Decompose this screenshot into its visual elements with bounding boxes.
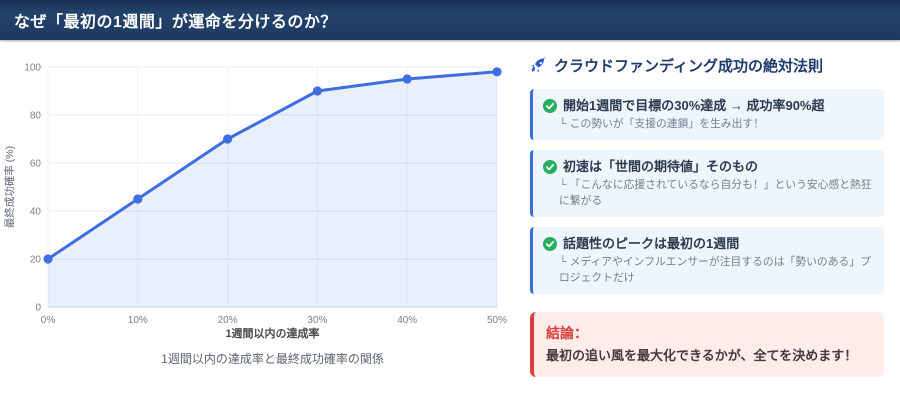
- header-bar: なぜ「最初の1週間」が運命を分けるのか？: [0, 0, 900, 40]
- svg-text:50%: 50%: [487, 315, 507, 326]
- rocket-icon: [530, 57, 547, 74]
- conclusion-box: 結論： 最初の追い風を最大化できるかが、全てを決めます！: [530, 312, 884, 377]
- success-rate-line-chart: 0 20 40 60 80 100 0% 10% 20% 30% 40% 50% 最終成功確率 (%): [3, 63, 507, 327]
- svg-text:30%: 30%: [307, 315, 327, 326]
- svg-text:100: 100: [24, 63, 41, 74]
- check-circle-icon: [543, 160, 557, 174]
- law-item-title: 話題性のピークは最初の1週間: [563, 236, 740, 251]
- check-circle-icon: [543, 237, 557, 251]
- law-item-title: 初速は「世間の期待値」そのもの: [563, 159, 759, 174]
- panel-title-row: クラウドファンディング成功の絶対法則: [530, 55, 884, 76]
- svg-text:60: 60: [30, 159, 42, 170]
- svg-text:80: 80: [30, 111, 42, 122]
- svg-text:0: 0: [35, 303, 41, 314]
- law-item-title: 開始1週間で目標の30%達成 → 成功率90%超: [563, 98, 825, 113]
- check-circle-icon: [543, 99, 557, 113]
- law-item-2: 初速は「世間の期待値」そのもの └ 「こんなに応援されているなら自分も！」という…: [530, 150, 884, 217]
- svg-text:20%: 20%: [218, 315, 238, 326]
- panel-title: クラウドファンディング成功の絶対法則: [554, 58, 823, 75]
- svg-text:40: 40: [30, 207, 42, 218]
- svg-text:最終成功確率 (%): 最終成功確率 (%): [3, 146, 16, 228]
- law-item-sub: └ 「こんなに応援されているなら自分も！」という安心感と熱狂に繋がる: [559, 179, 872, 207]
- chart-pane: 0 20 40 60 80 100 0% 10% 20% 30% 40% 50% 最終成功確率 (%) …: [0, 40, 515, 404]
- svg-text:10%: 10%: [128, 315, 148, 326]
- law-item-3: 話題性のピークは最初の1週間 └ メディアやインフルエンサーが注目するのは「勢い…: [530, 227, 884, 294]
- law-item-1: 開始1週間で目標の30%達成 → 成功率90%超 └ この勢いが「支援の連鎖」を…: [530, 89, 884, 140]
- svg-text:40%: 40%: [397, 315, 417, 326]
- x-axis-label: 1週間以内の達成率: [225, 328, 320, 340]
- svg-text:0%: 0%: [41, 315, 56, 326]
- chart-caption: 1週間以内の達成率と最終成功確率の関係: [161, 352, 384, 366]
- conclusion-text: 最初の追い風を最大化できるかが、全てを決めます！: [546, 348, 858, 363]
- law-panel: クラウドファンディング成功の絶対法則 開始1週間で目標の30%達成 → 成功率9…: [530, 55, 884, 377]
- conclusion-label: 結論：: [546, 325, 588, 341]
- law-item-sub: └ メディアやインフルエンサーが注目するのは「勢いのある」プロジェクトだけ: [559, 256, 871, 284]
- page-title: なぜ「最初の1週間」が運命を分けるのか？: [14, 14, 337, 31]
- law-item-sub: └ この勢いが「支援の連鎖」を生み出す！: [559, 118, 764, 130]
- svg-text:20: 20: [30, 255, 42, 266]
